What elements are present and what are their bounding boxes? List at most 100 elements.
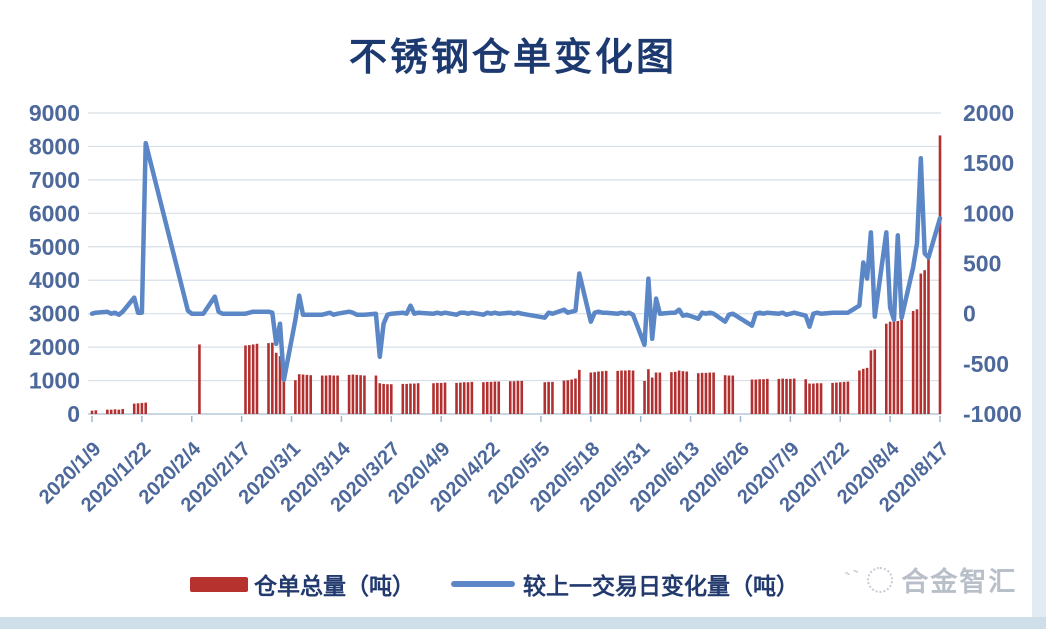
bar-total — [785, 378, 788, 414]
bar-total — [132, 403, 136, 414]
bar-total — [884, 323, 888, 414]
bar-total — [255, 343, 259, 414]
sparkle-icon: `` — [843, 566, 866, 592]
y-axis-label-left: 9000 — [29, 100, 80, 126]
bar-total — [566, 380, 570, 414]
bar-total — [401, 383, 405, 414]
bar-total — [382, 383, 385, 414]
y-axis-label-left: 4000 — [29, 267, 80, 293]
bar-total — [320, 375, 324, 414]
y-axis-label-left: 0 — [67, 401, 80, 427]
bar-total — [90, 410, 94, 414]
bar-total — [892, 320, 896, 414]
bar-total — [723, 375, 727, 414]
bar-total — [815, 383, 819, 414]
bar-total — [858, 370, 861, 414]
line-daily-change — [89, 140, 943, 383]
bar-total — [267, 343, 270, 414]
bar-total — [616, 370, 619, 414]
bar-total — [140, 402, 144, 414]
bar-total — [831, 382, 834, 414]
bar-total — [658, 372, 662, 414]
bar-total — [462, 382, 466, 414]
bar-total — [466, 382, 470, 414]
bar-total — [351, 374, 355, 414]
bar-total — [869, 350, 873, 414]
bar-total — [838, 382, 842, 414]
bar-total — [278, 356, 282, 414]
y-axis-label-left: 5000 — [29, 234, 80, 260]
y-axis-label-left: 3000 — [29, 301, 80, 327]
y-axis-label-right: 1000 — [963, 200, 1014, 226]
bar-total — [631, 370, 635, 414]
bar-total — [861, 368, 865, 414]
bar-total — [601, 371, 604, 414]
bar-total — [938, 135, 942, 414]
bar-total — [470, 381, 474, 414]
bar-total — [888, 321, 892, 414]
bar-total — [109, 409, 113, 414]
bar-total — [455, 382, 458, 414]
bar-total — [578, 369, 581, 414]
right-edge-strip — [1032, 0, 1046, 629]
y-axis-label-right: 2000 — [963, 100, 1014, 126]
bar-total — [409, 383, 412, 414]
bar-total — [873, 349, 877, 414]
bar-total — [670, 372, 673, 414]
bar-total — [835, 382, 838, 414]
bar-total — [781, 378, 784, 414]
bar-total — [432, 383, 435, 414]
bar-total — [842, 381, 846, 414]
bar-total — [309, 375, 313, 414]
bar-total — [413, 383, 416, 414]
bar-total — [512, 381, 516, 414]
bar-total — [731, 375, 735, 414]
bar-total — [443, 382, 447, 414]
bar-total — [589, 372, 593, 414]
bar-total — [121, 408, 124, 414]
bar-total — [274, 352, 278, 414]
bar-total — [654, 372, 658, 414]
bar-series-swatch — [190, 576, 248, 592]
bar-total — [712, 372, 715, 414]
bar-total — [378, 383, 382, 414]
bar-total — [804, 379, 808, 414]
bar-total — [508, 381, 512, 414]
bottom-edge-strip — [0, 617, 1046, 629]
bar-total — [700, 372, 704, 414]
bar-total — [923, 270, 926, 414]
bar-total — [919, 273, 923, 414]
bar-total — [593, 372, 596, 414]
bar-total — [301, 374, 305, 414]
bar-total — [106, 409, 109, 414]
y-axis-label-left: 2000 — [29, 334, 80, 360]
bar-total — [766, 378, 769, 414]
bar-total — [624, 370, 627, 414]
bar-total — [808, 383, 811, 414]
bar-total — [374, 375, 378, 414]
bar-total — [282, 378, 286, 414]
bar-total — [405, 383, 408, 414]
bar-total — [704, 372, 708, 414]
bar-total — [673, 371, 677, 414]
bar-total — [819, 383, 823, 414]
bar-total — [543, 382, 547, 414]
bar-total — [144, 402, 148, 414]
bar-total — [650, 377, 654, 414]
bar-total — [489, 381, 493, 414]
y-axis-label-right: 500 — [963, 251, 1001, 277]
bar-total — [297, 374, 301, 414]
bar-total — [328, 375, 332, 414]
bar-total — [792, 378, 796, 414]
bar-total — [574, 378, 577, 414]
bar-total — [520, 380, 524, 414]
bar-total — [389, 384, 393, 414]
bar-total — [758, 379, 761, 414]
bar-total — [244, 345, 247, 414]
bar-total — [777, 378, 781, 414]
bar-total — [493, 381, 497, 414]
bar-total — [355, 374, 359, 414]
bar-total — [681, 371, 685, 414]
bar-total — [865, 367, 869, 414]
bar-total — [927, 253, 930, 414]
